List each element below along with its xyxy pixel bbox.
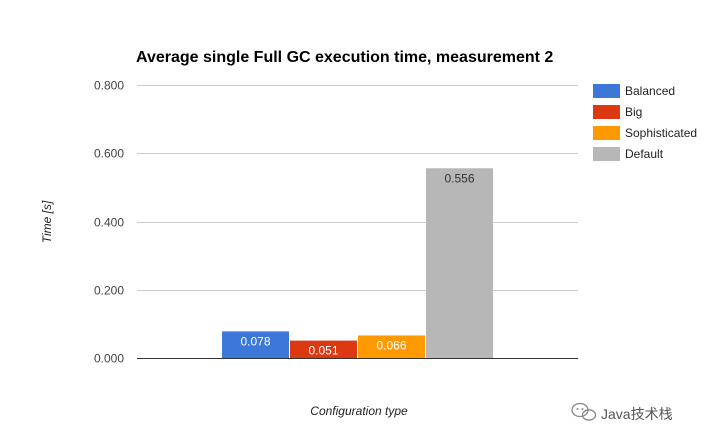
- gridlines: [137, 85, 578, 291]
- legend-label-balanced: Balanced: [625, 84, 675, 98]
- y-axis-ticks: 0.000 0.200 0.400 0.600 0.800: [94, 79, 124, 366]
- legend-swatch-default: [593, 147, 620, 161]
- legend-swatch-sophisticated: [593, 126, 620, 140]
- data-label-big: 0.051: [308, 344, 338, 358]
- y-tick-label: 0.400: [94, 216, 124, 230]
- data-label-sophisticated: 0.066: [376, 338, 406, 352]
- bar-big: [290, 340, 357, 358]
- y-tick-label: 0.600: [94, 147, 124, 161]
- y-tick-label: 0.000: [94, 352, 124, 366]
- y-tick-label: 0.200: [94, 284, 124, 298]
- bars: [222, 168, 493, 358]
- watermark: Java技术栈: [571, 402, 673, 422]
- legend: Balanced Big Sophisticated Default: [593, 84, 697, 161]
- data-label-balanced: 0.078: [240, 334, 270, 348]
- data-labels: 0.078 0.051 0.066 0.556: [240, 171, 474, 357]
- x-axis-title: Configuration type: [310, 404, 408, 418]
- y-axis-title: Time [s]: [40, 200, 54, 243]
- legend-swatch-big: [593, 105, 620, 119]
- wechat-icon: [571, 402, 597, 421]
- data-label-default: 0.556: [444, 171, 474, 185]
- watermark-text: Java技术栈: [601, 406, 673, 422]
- bar-balanced: [222, 331, 289, 358]
- legend-label-sophisticated: Sophisticated: [625, 126, 697, 140]
- bar-default: [426, 168, 493, 358]
- legend-label-big: Big: [625, 105, 642, 119]
- chart-title: Average single Full GC execution time, m…: [136, 49, 553, 66]
- bar-sophisticated: [358, 335, 425, 358]
- legend-swatch-balanced: [593, 84, 620, 98]
- legend-label-default: Default: [625, 147, 664, 161]
- y-tick-label: 0.800: [94, 79, 124, 93]
